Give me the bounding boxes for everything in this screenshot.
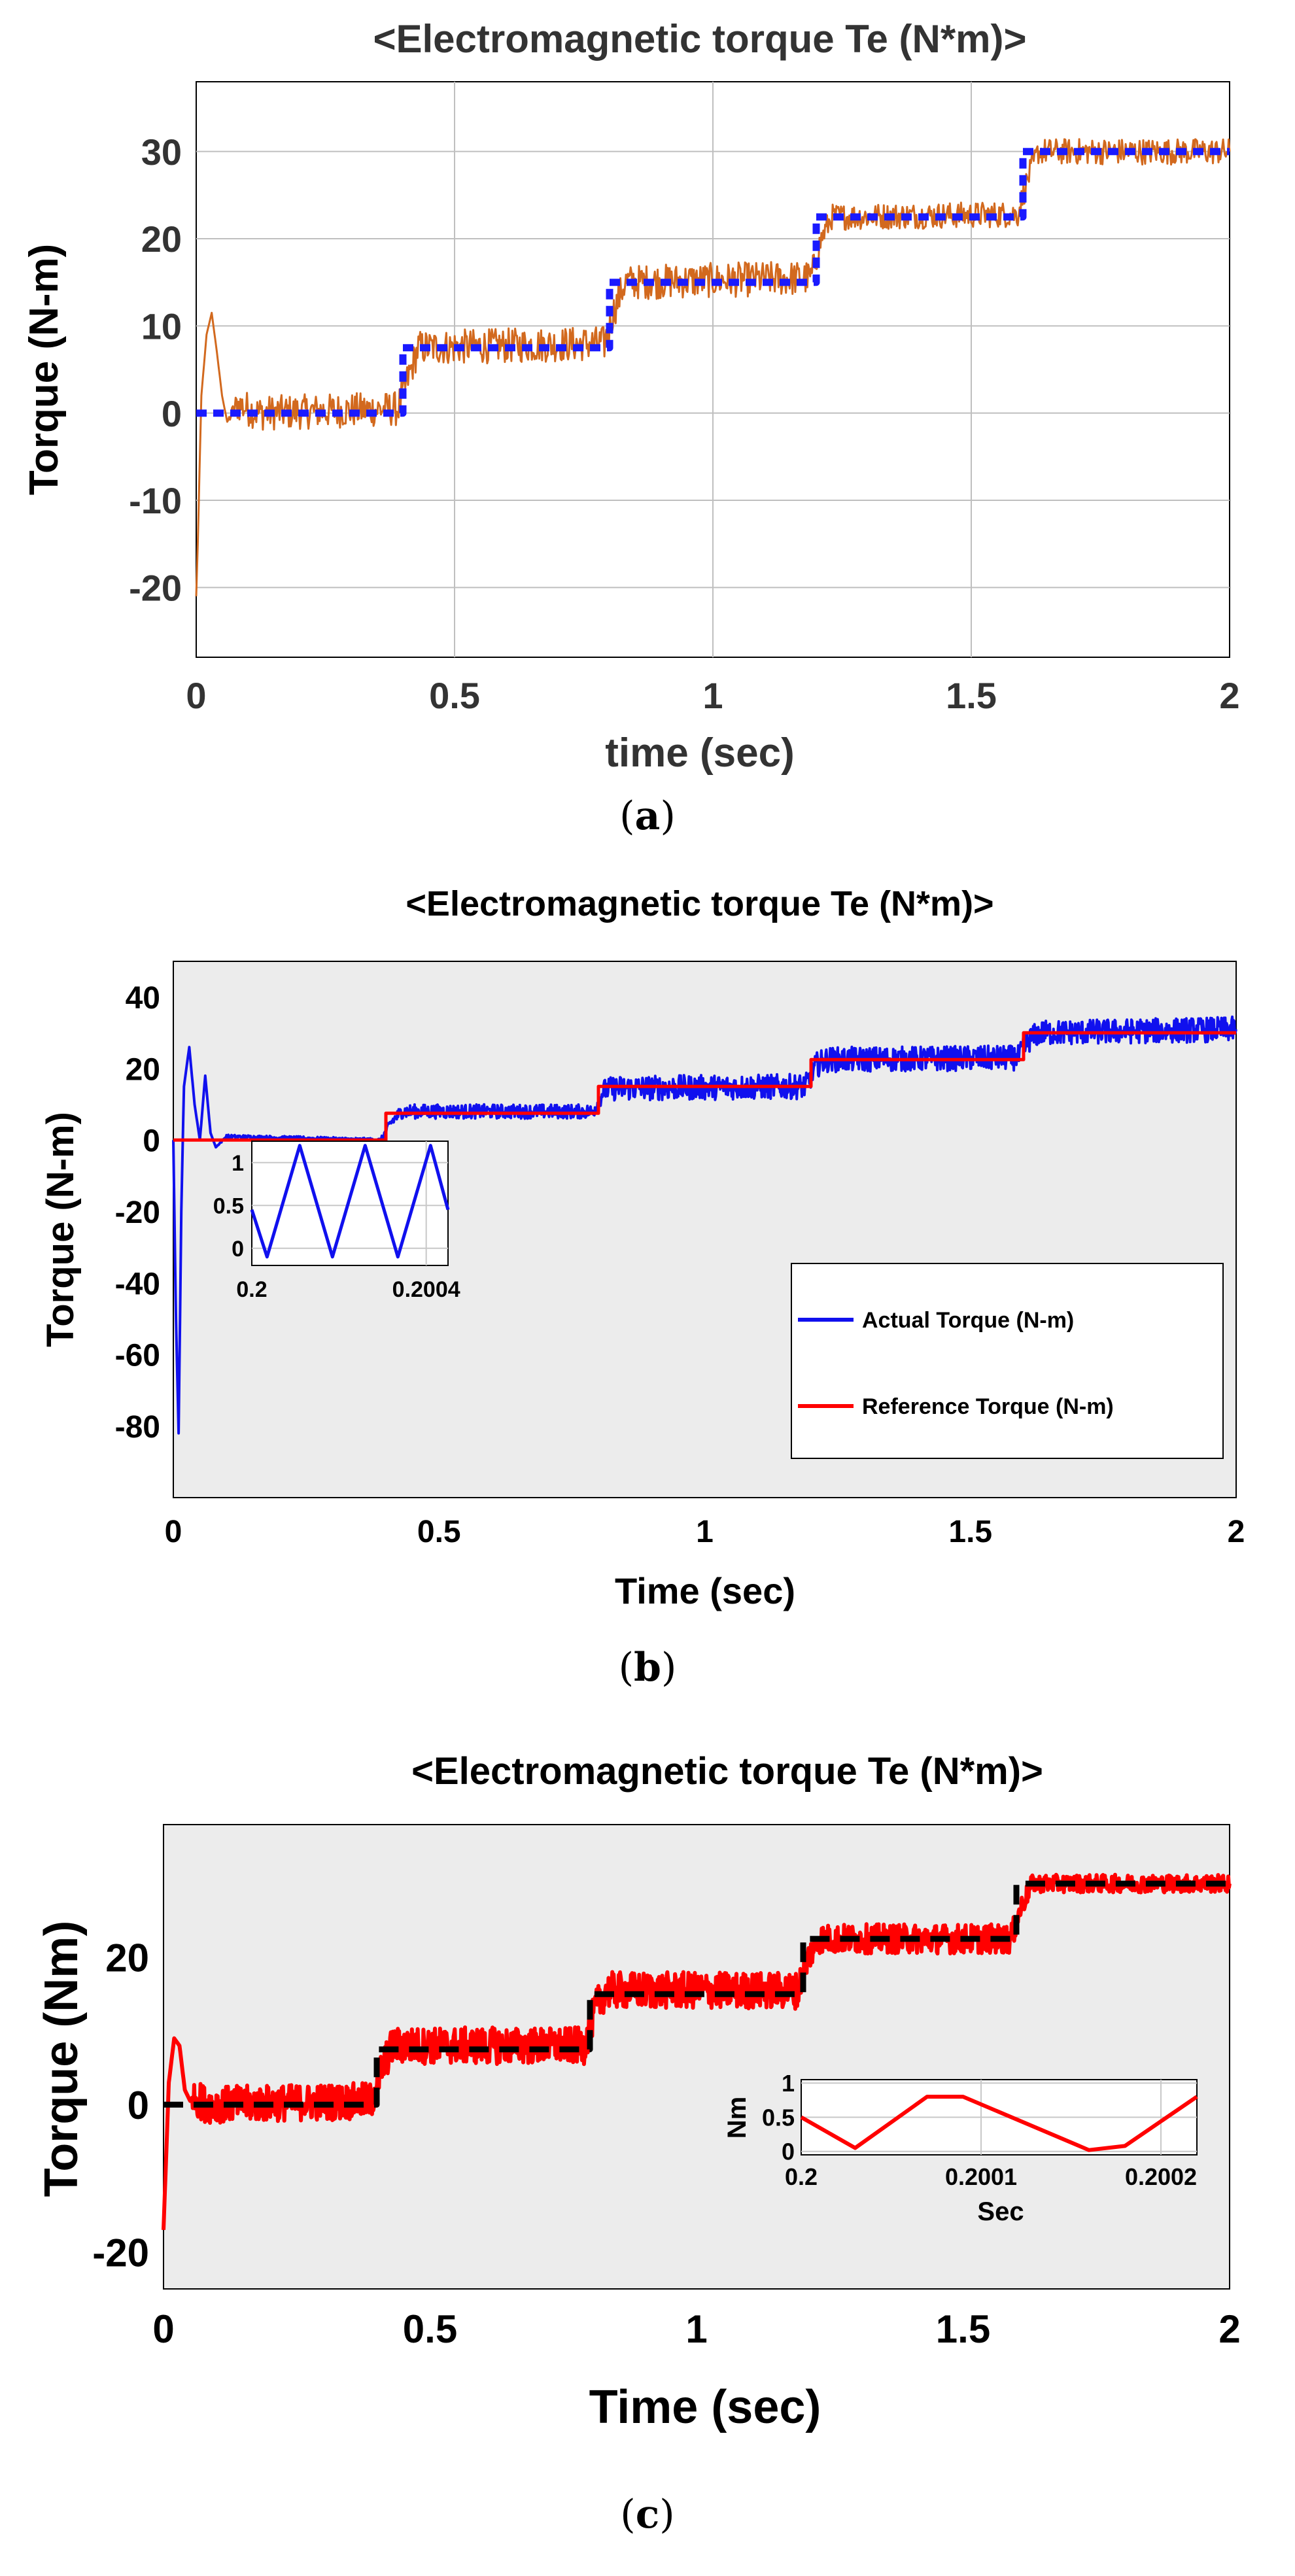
panel-a-y-tick-label: 30 [141,131,182,173]
panel-a-y-tick-label: 0 [162,393,182,434]
panel-b-inset-y-tick-label: 0.5 [213,1194,244,1219]
panel-c-x-tick-label: 1.5 [936,2307,990,2351]
panel-c-inset-y-tick-label: 0.5 [762,2104,795,2131]
panel-b-y-tick-label: 40 [126,981,160,1016]
panel-c-inset-y-tick-label: 0 [782,2138,795,2165]
panel-c-y-axis-label: Torque (Nm) [35,1921,88,2197]
panel-c-y-tick-label: 20 [105,1936,149,1980]
panel-c-inset: 0.2 0.2001 0.2002 0 0.5 1 Sec Nm [723,2070,1198,2226]
panel-a-tick-labels: 0 0.5 1 1.5 2 -20 -10 0 10 20 30 [129,131,1240,716]
panel-c-plot-area [163,1824,1230,2290]
panel-a-x-tick-label: 2 [1219,675,1239,716]
panel-c-inset-y-tick-label: 1 [782,2070,795,2097]
panel-b-x-tick-label: 2 [1228,1515,1245,1549]
panel-b-series [172,1015,1237,1435]
panel-c-caption: (c) [620,2492,674,2537]
panel-b-y-tick-label: -40 [115,1267,160,1301]
panel-b-inset-y-tick-label: 0 [232,1237,244,1262]
panel-a-x-tick-label: 0.5 [429,675,480,716]
panel-a-y-axis-label: Torque (N-m) [22,244,67,496]
inset-actual-torque-series [250,1144,450,1259]
panel-a: <Electromagnetic torque Te (N*m)> 0 0.5 1 1… [22,17,1240,839]
panel-b-inset-y-tick-label: 1 [232,1151,244,1176]
panel-b-x-tick-label: 0 [165,1515,182,1549]
panel-c-title: <Electromagnetic torque Te (N*m)> [411,1750,1043,1793]
legend-label-reference: Reference Torque (N-m) [862,1394,1114,1419]
panel-c-inset-x-tick-label: 0.2 [785,2163,818,2190]
panel-c-y-tick-label: 0 [128,2084,149,2127]
panel-a-series [195,138,1231,596]
panel-a-y-tick-label: -10 [129,480,182,521]
panel-c-x-tick-label: 2 [1218,2307,1240,2351]
panel-b-tick-labels: 0 0.5 1 1.5 2 -80 -60 -40 -20 0 20 40 [115,981,1245,1549]
panel-c-inset-grid [801,2080,1197,2155]
inset-torque-series [800,2095,1198,2152]
panel-b-caption: (b) [619,1645,677,1691]
panel-b-y-tick-label: -80 [115,1410,160,1445]
panel-b-y-tick-label: 0 [143,1124,160,1159]
torque-reference-series [164,1880,1230,2108]
panel-b-inset: 0.2 0.2004 0 0.5 1 [213,1141,460,1302]
panel-b-legend: Actual Torque (N-m) Reference Torque (N-… [791,1263,1224,1459]
panel-c-y-tick-label: -20 [92,2231,149,2275]
panel-b-legend-box [791,1263,1224,1459]
panel-b-x-tick-label: 0.5 [417,1515,461,1549]
panel-a-y-tick-label: 20 [141,218,182,260]
panel-b-x-axis-label: Time (sec) [615,1570,795,1611]
panel-b-inset-series [250,1144,450,1259]
panel-c-series [162,1872,1232,2230]
reference-torque-series [173,1031,1236,1142]
panel-c-inset-series [800,2095,1198,2152]
panel-b-inset-area [251,1141,449,1266]
panel-c-x-axis-label: Time (sec) [589,2381,821,2433]
panel-b-inset-x-tick-label: 0.2004 [392,1277,460,1302]
panel-b-x-tick-label: 1.5 [948,1515,992,1549]
panel-b-y-axis-label: Torque (N-m) [39,1112,82,1347]
panel-a-x-tick-label: 0 [186,675,206,716]
panel-c-x-tick-label: 0 [152,2307,174,2351]
panel-c-x-tick-label: 0.5 [403,2307,457,2351]
panel-c-inset-x-tick-label: 0.2001 [945,2163,1017,2190]
panel-b-x-tick-label: 1 [696,1515,714,1549]
panel-a-x-axis-label: time (sec) [605,730,794,776]
panel-c: <Electromagnetic torque Te (N*m)> 0 0.5 1 1… [35,1750,1241,2537]
panel-a-x-tick-label: 1 [702,675,723,716]
panel-c-inset-x-tick-label: 0.2002 [1125,2163,1197,2190]
panel-a-title: <Electromagnetic torque Te (N*m)> [373,17,1026,61]
panel-b-y-tick-label: -60 [115,1339,160,1373]
panel-c-x-tick-label: 1 [685,2307,707,2351]
panel-b-y-tick-label: 20 [126,1052,160,1087]
panel-b: <Electromagnetic torque Te (N*m)> 0 0.5 1 1… [39,884,1245,1691]
panel-b-title: <Electromagnetic torque Te (N*m)> [406,884,993,923]
panel-c-inset-y-label: Nm [723,2097,751,2138]
panel-c-inset-x-label: Sec [977,2197,1024,2226]
panel-a-y-tick-label: 10 [141,305,182,347]
panel-b-inset-x-tick-label: 0.2 [236,1277,267,1302]
panel-c-inset-tick-labels: 0.2 0.2001 0.2002 0 0.5 1 [762,2070,1197,2190]
panel-a-caption: (a) [619,793,676,839]
panel-b-inset-tick-labels: 0.2 0.2004 0 0.5 1 [213,1151,460,1302]
panel-a-y-tick-label: -20 [129,567,182,608]
legend-label-actual: Actual Torque (N-m) [862,1308,1074,1333]
panel-a-x-tick-label: 1.5 [946,675,997,716]
torque-reference-series [196,148,1230,417]
panel-b-y-tick-label: -20 [115,1195,160,1230]
